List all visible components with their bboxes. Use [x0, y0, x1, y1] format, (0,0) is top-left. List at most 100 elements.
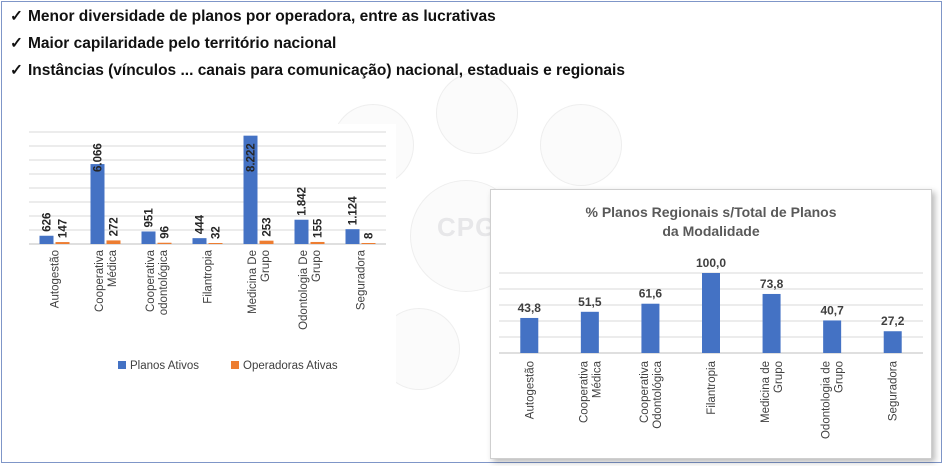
checkmark-icon: ✓ — [10, 35, 23, 52]
bar-percentual — [823, 320, 842, 353]
bar-percentual — [702, 273, 720, 353]
bullet-item: ✓ Maior capilaridade pelo território naci… — [10, 33, 625, 60]
bar-operadoras-ativas — [106, 240, 121, 244]
x-tick-label: CooperativaMédica — [94, 249, 119, 312]
data-label: 1.842 — [297, 187, 309, 216]
x-tick-label-line: Médica — [591, 360, 603, 398]
bar-planos-ativos — [243, 135, 258, 244]
legend-label: Planos Ativos — [130, 360, 199, 372]
x-tick-label-line: Cooperativa — [145, 249, 157, 312]
legend-swatch-planos-ativos — [118, 361, 126, 369]
x-tick-label: Filantropia — [706, 360, 718, 414]
bar-planos-ativos — [294, 219, 309, 244]
data-label: 147 — [58, 219, 70, 238]
bullet-text: Maior capilaridade pelo território nacio… — [28, 35, 337, 52]
data-label: 40,7 — [820, 303, 844, 317]
checkmark-icon: ✓ — [10, 8, 23, 25]
x-tick-label-line: Seguradora — [888, 360, 900, 421]
bar-operadoras-ativas — [208, 243, 223, 244]
data-label: 155 — [313, 218, 325, 238]
data-label: 1.124 — [348, 196, 360, 225]
x-tick-label: Odontologia DeGrupo — [298, 250, 323, 330]
x-tick-label-line: Autogestão — [524, 361, 536, 419]
bullet-list: ✓ Menor diversidade de planos por operado… — [10, 6, 625, 87]
x-tick-label: Medicina DeGrupo — [247, 250, 272, 314]
bar-planos-ativos — [192, 238, 207, 244]
x-tick-label-line: odontológica — [158, 249, 170, 315]
x-tick-label-line: Grupo — [311, 250, 323, 282]
bullet-text: Instâncias (vínculos ... canais para com… — [28, 62, 625, 79]
x-tick-label: Seguradora — [888, 360, 900, 421]
x-tick-label-line: Cooperativa — [94, 249, 106, 312]
data-label: 32 — [211, 226, 223, 239]
bar-percentual — [762, 293, 781, 353]
bar-operadoras-ativas — [310, 241, 325, 244]
checkmark-icon: ✓ — [10, 62, 23, 79]
chart-planos-regionais: % Planos Regionais s/Total de Planos da M… — [490, 189, 932, 459]
legend-swatch-operadoras-ativas — [231, 361, 239, 369]
bar-operadoras-ativas — [361, 243, 376, 244]
bar-operadoras-ativas — [55, 242, 70, 244]
x-tick-label: Filantropia — [203, 249, 215, 303]
x-tick-label-line: Autogestão — [50, 250, 62, 308]
data-label: 951 — [144, 208, 156, 228]
x-tick-label-line: Seguradora — [356, 249, 368, 310]
data-label: 73,8 — [760, 277, 784, 291]
x-tick-label-line: Odontológica — [652, 360, 664, 428]
chart-title-line: da Modalidade — [662, 223, 759, 239]
bar-planos-ativos — [39, 235, 54, 244]
watermark-circle — [436, 72, 518, 154]
x-tick-label-line: Grupo — [773, 361, 785, 393]
bar-percentual — [883, 331, 902, 353]
x-tick-label-line: Odontologia De — [298, 250, 310, 330]
data-label: 8 — [364, 232, 376, 239]
data-label: 51,5 — [578, 295, 602, 309]
x-tick-label: Autogestão — [524, 361, 536, 419]
data-label: 96 — [160, 226, 172, 239]
chart-title-line: % Planos Regionais s/Total de Planos — [585, 204, 836, 220]
legend-label: Operadoras Ativas — [243, 360, 338, 372]
chart-planos-operadoras: 626 147 Autogestão 6.066 272 CooperativaMédic… — [24, 124, 396, 389]
bar-percentual — [520, 317, 539, 353]
x-tick-label-line: Filantropia — [706, 360, 718, 414]
bar-percentual — [641, 303, 660, 353]
data-label: 253 — [262, 217, 274, 236]
data-label: 444 — [195, 214, 207, 234]
bar-percentual — [580, 311, 599, 353]
data-label: 626 — [42, 213, 54, 232]
x-tick-label-line: Cooperativa — [639, 360, 651, 423]
chart2-svg: % Planos Regionais s/Total de Planos da M… — [499, 204, 923, 439]
data-label: 8.222 — [246, 143, 258, 172]
x-tick-label-line: Medicina de — [760, 361, 772, 423]
x-tick-label: Odontologia deGrupo — [821, 361, 846, 439]
watermark-circle — [540, 104, 622, 186]
x-tick-label-line: Odontologia de — [821, 361, 833, 439]
x-tick-label-line: Grupo — [260, 250, 272, 282]
x-tick-label-line: Médica — [107, 249, 119, 287]
chart1-svg: 626 147Autogestão6.066272CooperativaMédic… — [29, 131, 386, 372]
bar-planos-ativos — [141, 231, 156, 244]
bar-planos-ativos — [345, 229, 360, 244]
x-tick-label-line: Medicina De — [247, 250, 259, 314]
bar-operadoras-ativas — [259, 240, 274, 244]
x-tick-label-line: Grupo — [834, 361, 846, 393]
bullet-text: Menor diversidade de planos por operador… — [28, 8, 496, 25]
bar-planos-ativos — [90, 164, 105, 244]
data-label: 61,6 — [639, 287, 663, 301]
data-label: 43,8 — [518, 301, 542, 315]
data-label: 100,0 — [696, 256, 726, 270]
bullet-item: ✓ Instâncias (vínculos ... canais para co… — [10, 60, 625, 87]
x-tick-label-line: Filantropia — [203, 249, 215, 303]
x-tick-label: Autogestão — [50, 250, 62, 308]
x-tick-label: CooperativaOdontológica — [639, 360, 664, 428]
x-tick-label-line: Cooperativa — [578, 360, 590, 423]
x-tick-label: Medicina deGrupo — [760, 361, 785, 423]
bullet-item: ✓ Menor diversidade de planos por operado… — [10, 6, 625, 33]
data-label: 27,2 — [881, 314, 905, 328]
x-tick-label: CooperativaMédica — [578, 360, 603, 423]
x-tick-label: Seguradora — [356, 249, 368, 310]
bar-operadoras-ativas — [157, 242, 172, 244]
x-tick-label: Cooperativaodontológica — [145, 249, 170, 315]
data-label: 6.066 — [93, 143, 105, 172]
